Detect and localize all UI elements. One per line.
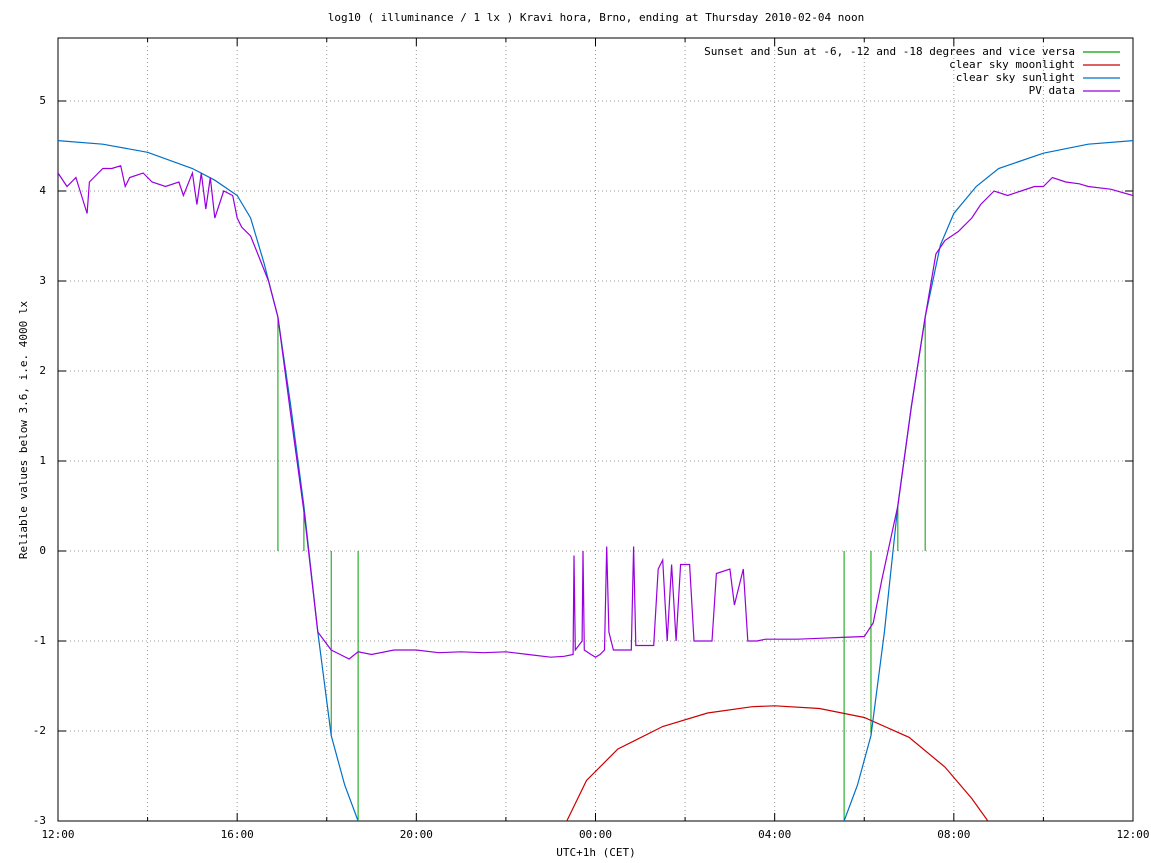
y-tick-label: 4 — [39, 184, 46, 197]
legend-label: PV data — [1029, 84, 1075, 97]
y-tick-label: 5 — [39, 94, 46, 107]
chart-title: log10 ( illuminance / 1 lx ) Kravi hora,… — [328, 11, 864, 24]
y-tick-label: -3 — [33, 814, 46, 827]
legend-label: Sunset and Sun at -6, -12 and -18 degree… — [704, 45, 1075, 58]
x-axis-label: UTC+1h (CET) — [556, 846, 635, 859]
legend-label: clear sky moonlight — [949, 58, 1075, 71]
y-tick-label: 0 — [39, 544, 46, 557]
y-tick-label: 3 — [39, 274, 46, 287]
x-tick-label: 04:00 — [758, 828, 791, 841]
y-tick-label: 2 — [39, 364, 46, 377]
x-tick-label: 12:00 — [41, 828, 74, 841]
series-line — [58, 140, 1133, 821]
x-tick-label: 20:00 — [400, 828, 433, 841]
series-line — [566, 705, 989, 821]
y-axis-label: Reliable values below 3.6, i.e. 4000 lx — [17, 300, 30, 559]
series-line — [58, 165, 1133, 660]
x-tick-label: 16:00 — [221, 828, 254, 841]
plot-border — [57, 37, 1134, 822]
y-tick-label: 1 — [39, 454, 46, 467]
x-tick-label: 00:00 — [579, 828, 612, 841]
legend-label: clear sky sunlight — [956, 71, 1075, 84]
x-tick-label: 08:00 — [937, 828, 970, 841]
y-tick-label: -1 — [33, 634, 46, 647]
y-tick-label: -2 — [33, 724, 46, 737]
x-tick-label: 12:00 — [1116, 828, 1149, 841]
